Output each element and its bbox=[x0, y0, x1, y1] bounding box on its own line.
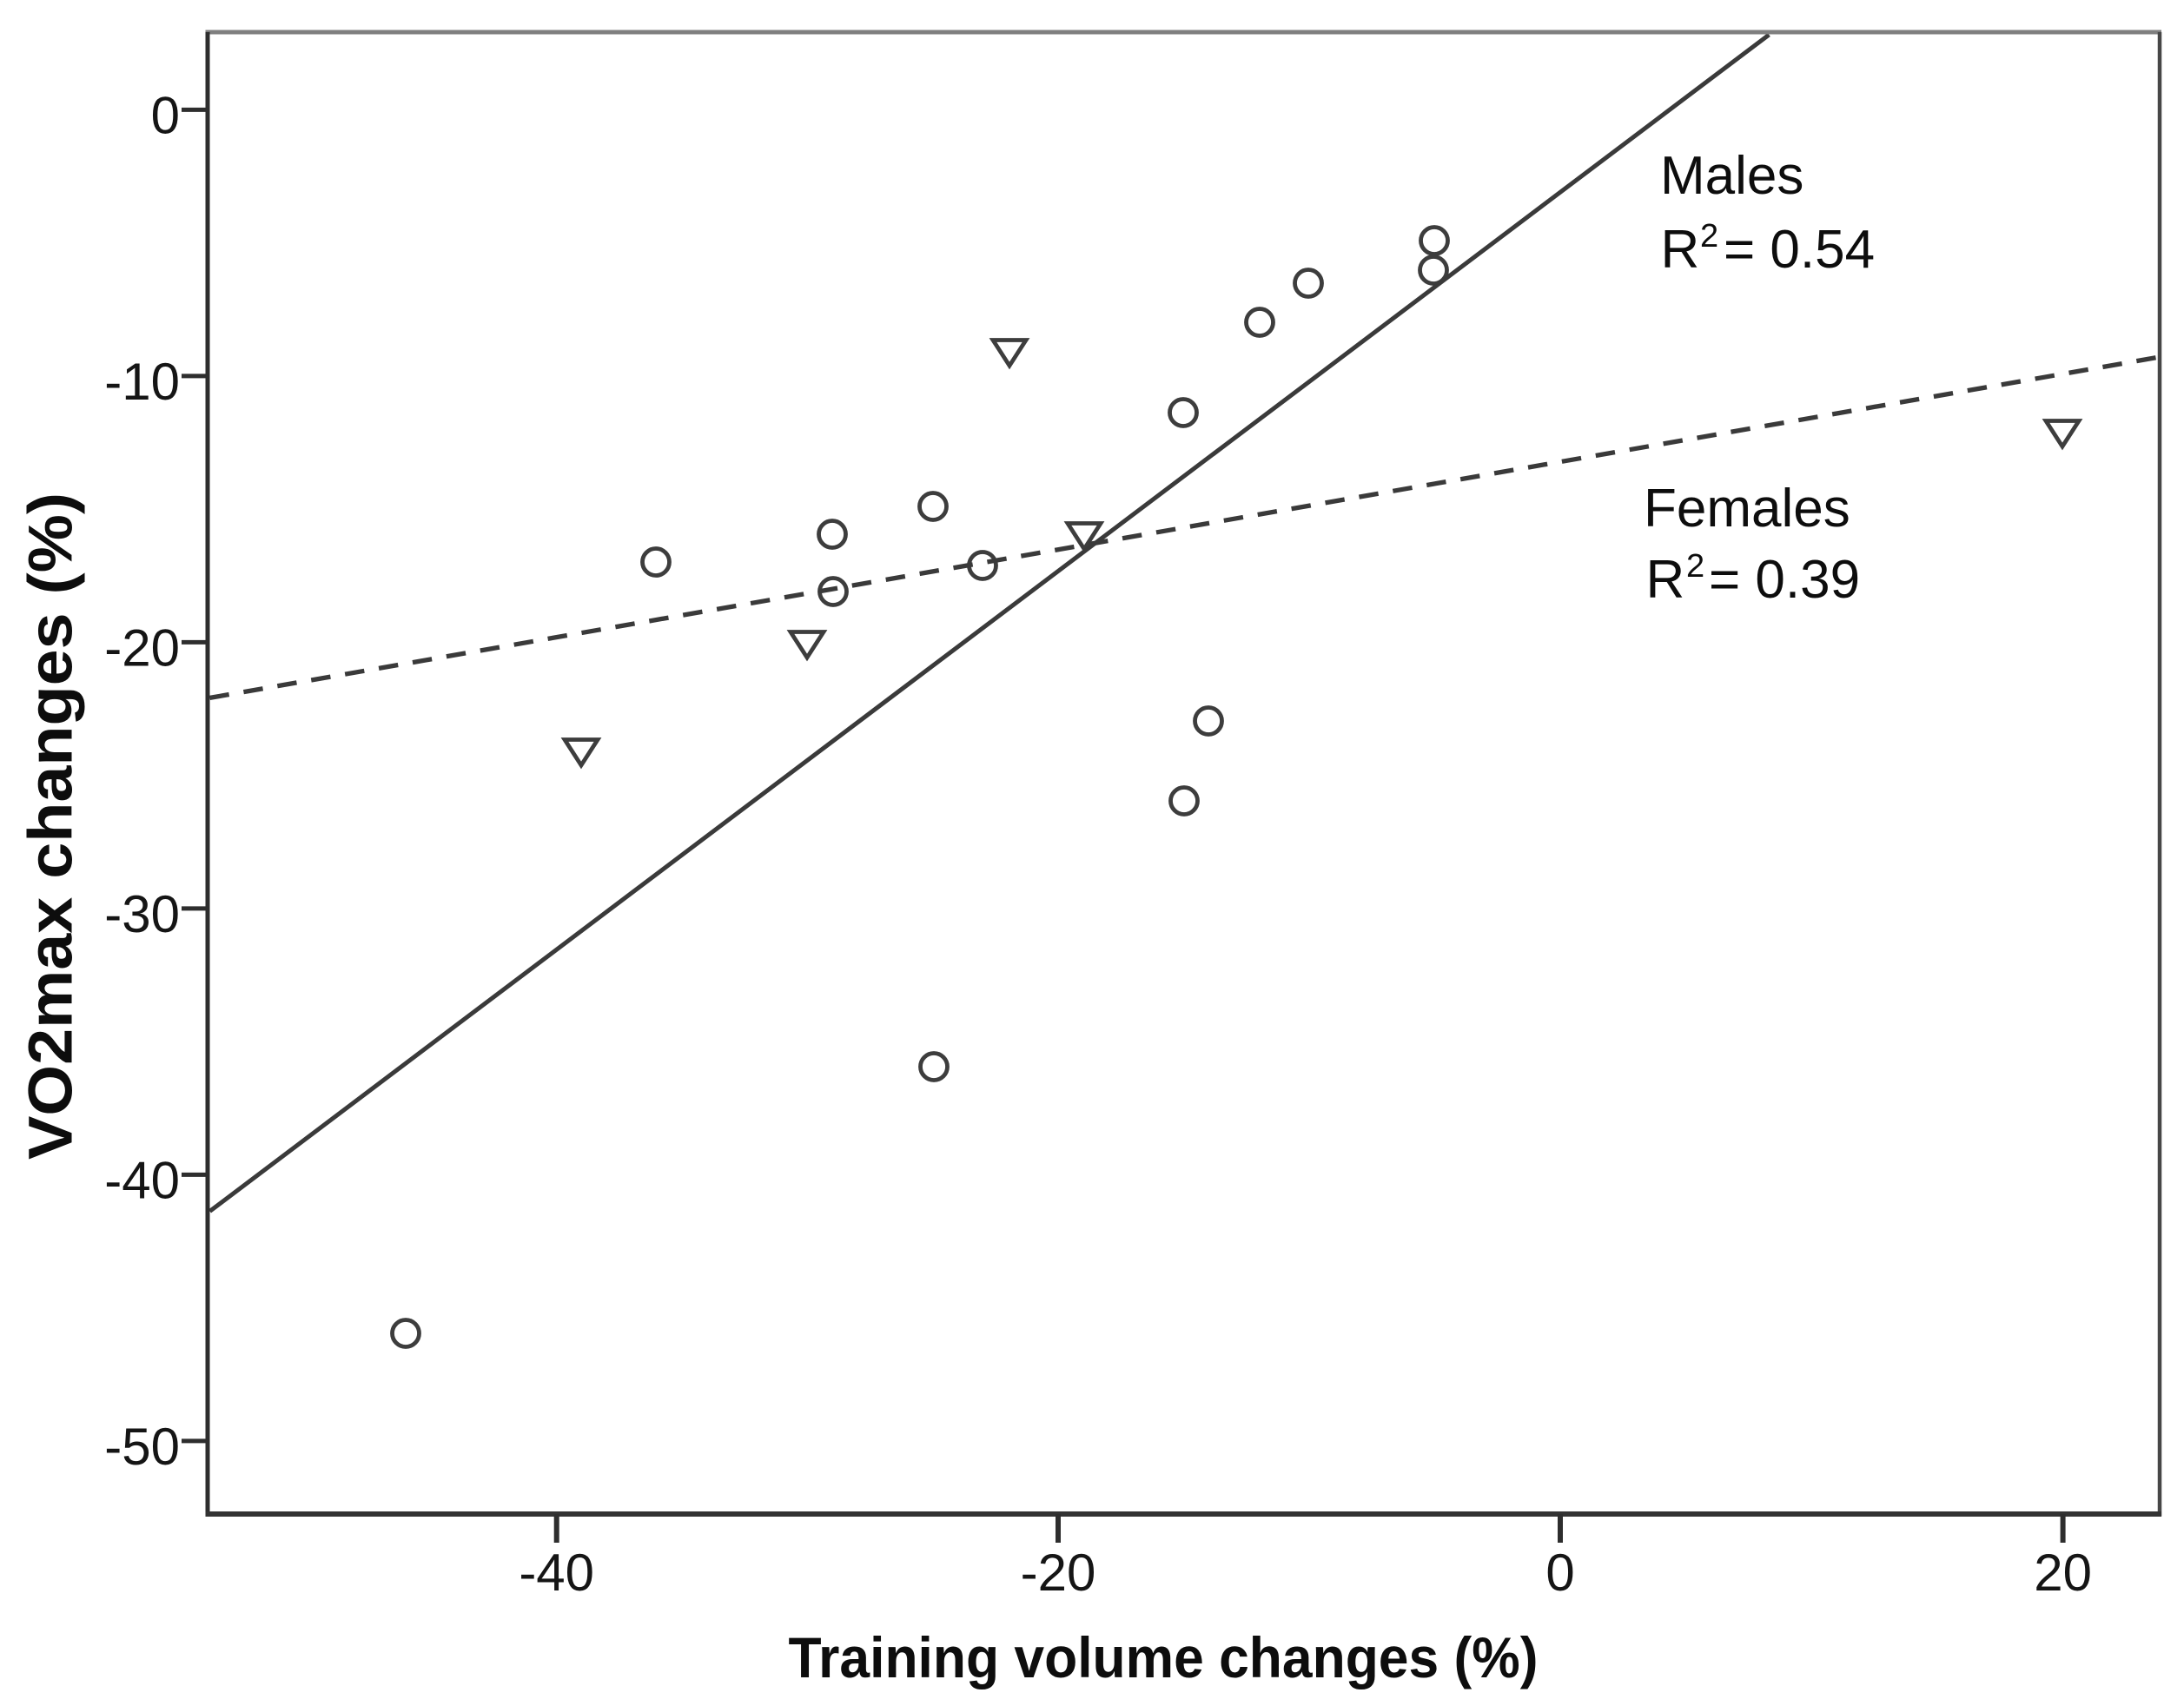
svg-text:-30: -30 bbox=[104, 885, 180, 943]
svg-text:0: 0 bbox=[1545, 1544, 1574, 1602]
svg-text:-40: -40 bbox=[104, 1151, 180, 1209]
svg-text:0: 0 bbox=[151, 86, 180, 144]
svg-text:20: 20 bbox=[2034, 1544, 2092, 1602]
svg-text:= 0.54: = 0.54 bbox=[1724, 220, 1875, 280]
svg-text:-40: -40 bbox=[519, 1544, 594, 1602]
svg-text:VO2max changes (%): VO2max changes (%) bbox=[17, 493, 86, 1160]
svg-text:-10: -10 bbox=[104, 353, 180, 411]
svg-text:R: R bbox=[1661, 220, 1700, 280]
svg-text:Females: Females bbox=[1644, 479, 1850, 539]
svg-text:Training volume changes (%): Training volume changes (%) bbox=[789, 1625, 1539, 1689]
svg-text:-50: -50 bbox=[104, 1418, 180, 1476]
svg-text:-20: -20 bbox=[104, 618, 180, 677]
svg-text:= 0.39: = 0.39 bbox=[1709, 550, 1860, 610]
svg-text:R: R bbox=[1646, 550, 1685, 610]
svg-text:Males: Males bbox=[1660, 146, 1803, 206]
svg-text:-20: -20 bbox=[1021, 1544, 1096, 1602]
